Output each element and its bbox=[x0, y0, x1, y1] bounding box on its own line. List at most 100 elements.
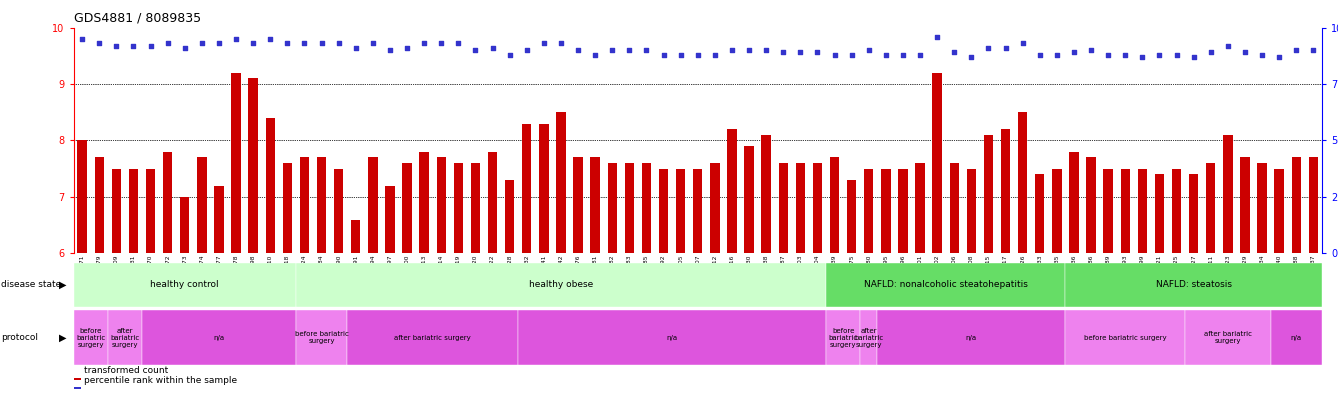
Point bbox=[379, 47, 400, 53]
Text: n/a: n/a bbox=[966, 335, 977, 341]
Bar bbox=[966, 169, 977, 253]
Bar bbox=[1086, 158, 1096, 253]
Text: healthy control: healthy control bbox=[150, 281, 219, 289]
Point bbox=[277, 40, 298, 46]
Point bbox=[328, 40, 349, 46]
Bar bbox=[317, 158, 326, 253]
Text: protocol: protocol bbox=[1, 334, 39, 342]
Point bbox=[123, 42, 145, 49]
Bar bbox=[403, 163, 412, 253]
Point bbox=[431, 40, 452, 46]
Point bbox=[174, 45, 195, 51]
Text: transformed count: transformed count bbox=[84, 366, 169, 375]
Point bbox=[533, 40, 554, 46]
Point bbox=[1097, 51, 1119, 58]
Point bbox=[842, 51, 863, 58]
Bar bbox=[436, 158, 446, 253]
Text: n/a: n/a bbox=[213, 335, 225, 341]
Bar bbox=[915, 163, 925, 253]
Bar bbox=[1271, 310, 1322, 365]
Text: percentile rank within the sample: percentile rank within the sample bbox=[84, 376, 237, 384]
Bar bbox=[898, 169, 907, 253]
Point bbox=[1012, 40, 1033, 46]
Bar bbox=[1052, 169, 1061, 253]
Bar bbox=[847, 180, 856, 253]
Bar bbox=[1240, 158, 1250, 253]
Point bbox=[739, 47, 760, 53]
Bar bbox=[882, 169, 891, 253]
Point bbox=[704, 51, 725, 58]
Bar bbox=[590, 158, 599, 253]
Bar bbox=[300, 158, 309, 253]
Text: before bariatric
surgery: before bariatric surgery bbox=[294, 331, 348, 345]
Point bbox=[260, 36, 281, 42]
Point bbox=[1303, 47, 1325, 53]
Bar bbox=[334, 169, 344, 253]
Point bbox=[1132, 54, 1153, 60]
Bar bbox=[128, 169, 138, 253]
Bar bbox=[265, 118, 274, 253]
Point bbox=[910, 51, 931, 58]
Bar bbox=[557, 112, 566, 253]
Bar bbox=[1172, 169, 1181, 253]
Text: GDS4881 / 8089835: GDS4881 / 8089835 bbox=[74, 12, 201, 25]
Bar bbox=[282, 163, 292, 253]
Point bbox=[926, 33, 947, 40]
Bar bbox=[812, 163, 822, 253]
Bar bbox=[108, 310, 142, 365]
Bar bbox=[522, 123, 531, 253]
Point bbox=[772, 49, 793, 55]
Bar bbox=[1185, 310, 1271, 365]
Point bbox=[363, 40, 384, 46]
Bar bbox=[693, 169, 702, 253]
Text: NAFLD: nonalcoholic steatohepatitis: NAFLD: nonalcoholic steatohepatitis bbox=[864, 281, 1028, 289]
Bar bbox=[607, 163, 617, 253]
Text: before
bariatric
surgery: before bariatric surgery bbox=[828, 328, 858, 348]
Point bbox=[602, 47, 624, 53]
Point bbox=[1218, 42, 1239, 49]
Bar bbox=[95, 158, 104, 253]
Bar bbox=[950, 163, 959, 253]
Bar bbox=[860, 310, 878, 365]
Point bbox=[157, 40, 178, 46]
Bar bbox=[385, 185, 395, 253]
Point bbox=[71, 36, 92, 42]
Point bbox=[1234, 49, 1255, 55]
Bar bbox=[864, 169, 874, 253]
Point bbox=[1286, 47, 1307, 53]
Point bbox=[1029, 51, 1050, 58]
Bar bbox=[826, 263, 1065, 307]
Point bbox=[140, 42, 162, 49]
Point bbox=[499, 51, 520, 58]
Bar bbox=[1291, 158, 1301, 253]
Bar bbox=[454, 163, 463, 253]
Point bbox=[482, 45, 503, 51]
Bar bbox=[1036, 174, 1045, 253]
Point bbox=[1149, 51, 1171, 58]
Bar bbox=[74, 263, 296, 307]
Point bbox=[516, 47, 538, 53]
Bar bbox=[1104, 169, 1113, 253]
Point bbox=[670, 51, 692, 58]
Bar bbox=[625, 163, 634, 253]
Bar bbox=[1069, 152, 1078, 253]
Text: before bariatric surgery: before bariatric surgery bbox=[1084, 335, 1167, 341]
Bar bbox=[1018, 112, 1028, 253]
Point bbox=[875, 51, 896, 58]
Bar bbox=[574, 158, 583, 253]
Text: n/a: n/a bbox=[1291, 335, 1302, 341]
Bar bbox=[728, 129, 737, 253]
Point bbox=[1080, 47, 1101, 53]
Bar bbox=[74, 310, 108, 365]
Point bbox=[396, 45, 417, 51]
Bar bbox=[676, 169, 685, 253]
Text: after
bariatric
surgery: after bariatric surgery bbox=[854, 328, 883, 348]
Bar bbox=[1121, 169, 1131, 253]
Bar bbox=[142, 310, 296, 365]
Bar bbox=[1065, 310, 1185, 365]
Bar bbox=[1309, 158, 1318, 253]
Bar bbox=[1065, 263, 1322, 307]
Bar bbox=[214, 185, 223, 253]
Bar bbox=[419, 152, 429, 253]
Point bbox=[1165, 51, 1187, 58]
